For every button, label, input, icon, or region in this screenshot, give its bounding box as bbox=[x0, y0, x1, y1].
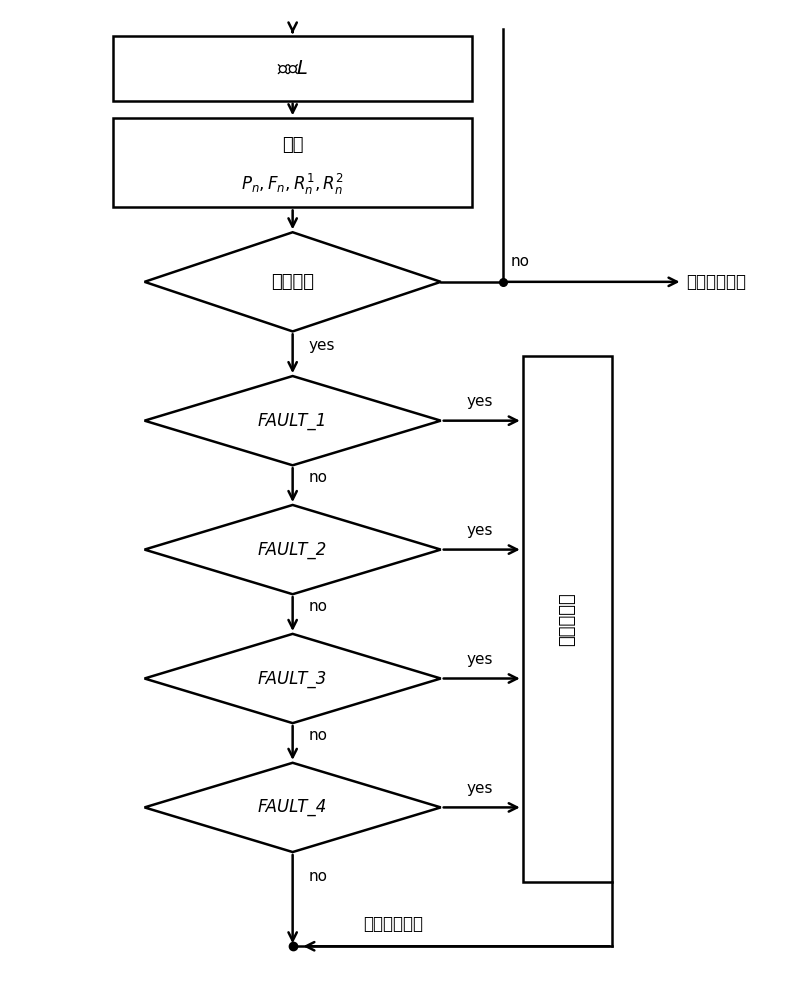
Text: yes: yes bbox=[466, 781, 492, 796]
Text: FAULT_2: FAULT_2 bbox=[258, 541, 327, 559]
Text: no: no bbox=[308, 869, 327, 884]
Text: FAULT_1: FAULT_1 bbox=[258, 412, 327, 430]
Text: 计算$L$: 计算$L$ bbox=[277, 59, 308, 78]
Text: no: no bbox=[511, 254, 530, 269]
Text: 故障诊断表: 故障诊断表 bbox=[559, 592, 577, 646]
Text: yes: yes bbox=[466, 523, 492, 538]
Text: $P_n, F_n, R_n^1, R_n^2$: $P_n, F_n, R_n^1, R_n^2$ bbox=[241, 172, 344, 197]
Text: no: no bbox=[308, 728, 327, 743]
Bar bbox=[113, 118, 472, 207]
Text: 故障定位标签: 故障定位标签 bbox=[362, 915, 423, 933]
Text: 故障检测: 故障检测 bbox=[271, 273, 314, 291]
Text: FAULT_3: FAULT_3 bbox=[258, 670, 327, 688]
Bar bbox=[522, 356, 612, 882]
Text: yes: yes bbox=[466, 394, 492, 409]
Text: no: no bbox=[308, 470, 327, 485]
Text: yes: yes bbox=[466, 652, 492, 667]
Text: 故障识别标签: 故障识别标签 bbox=[686, 273, 746, 291]
Text: no: no bbox=[308, 599, 327, 614]
Text: FAULT_4: FAULT_4 bbox=[258, 798, 327, 816]
Bar bbox=[113, 36, 472, 101]
Text: 计算: 计算 bbox=[282, 136, 303, 154]
Text: yes: yes bbox=[308, 338, 335, 353]
